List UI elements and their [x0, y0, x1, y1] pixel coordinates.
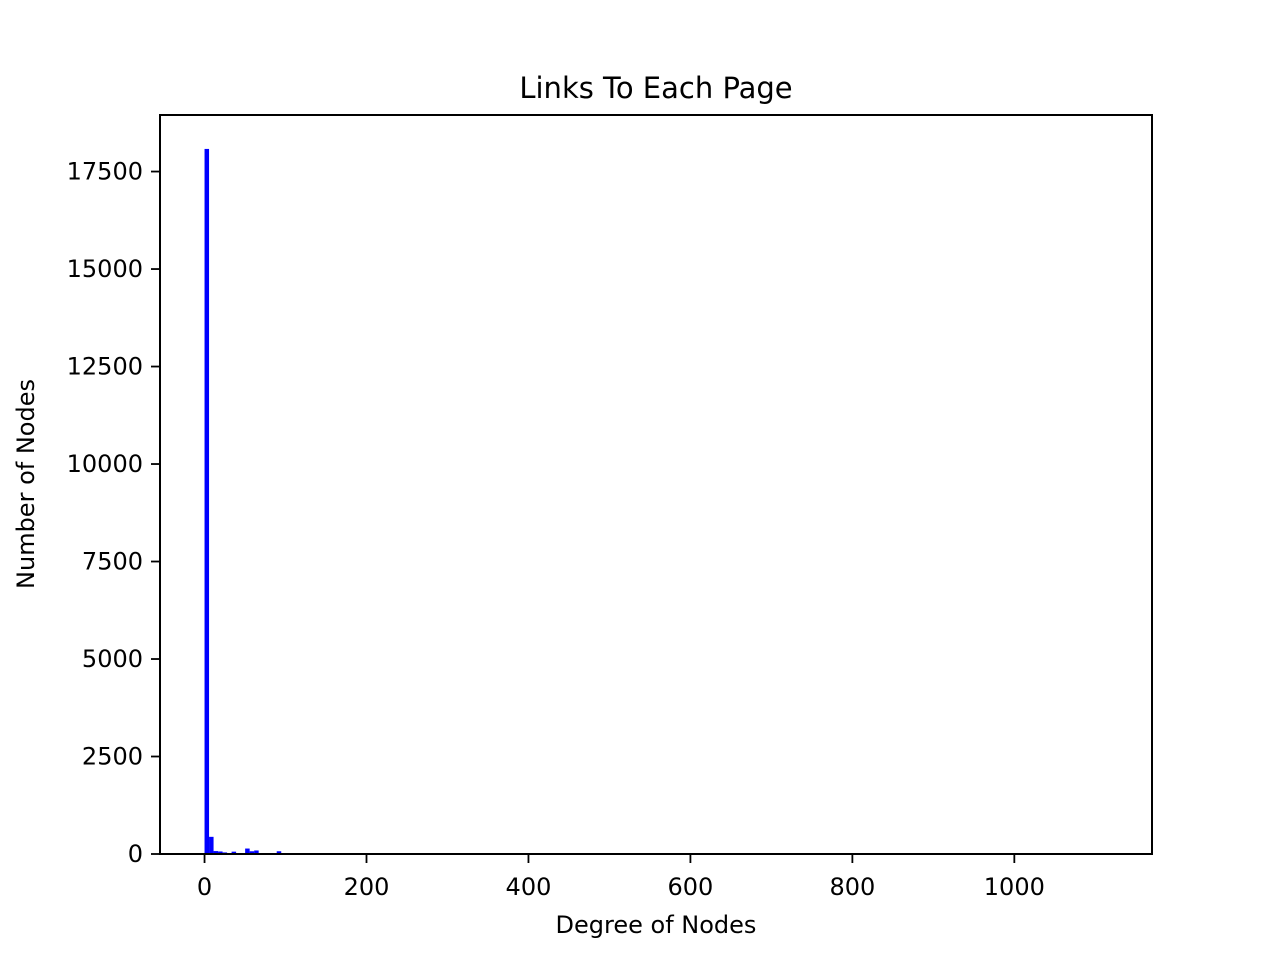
histogram-bar-11: [254, 850, 259, 854]
x-tick-label-4: 800: [829, 873, 875, 901]
y-tick-label-3: 7500: [82, 548, 143, 576]
histogram-bar-1: [209, 836, 214, 854]
x-tick-label-5: 1000: [984, 873, 1045, 901]
histogram-bar-2: [213, 851, 219, 854]
y-tick-label-2: 5000: [82, 645, 143, 673]
x-tick-label-3: 600: [668, 873, 714, 901]
histogram-bar-9: [245, 848, 250, 854]
x-tick-label-0: 0: [197, 873, 212, 901]
y-tick-label-4: 10000: [67, 450, 143, 478]
y-axis-ticks: 0 2500 5000 7500 10000 12500 15000 17500: [67, 158, 160, 868]
x-tick-label-2: 400: [506, 873, 552, 901]
x-tick-label-1: 200: [344, 873, 390, 901]
plot-frame: [159, 114, 1153, 855]
histogram-bar-0: [204, 148, 210, 854]
y-tick-label-5: 12500: [67, 353, 143, 381]
y-tick-label-7: 17500: [67, 158, 143, 186]
chart-title: Links To Each Page: [519, 71, 792, 105]
x-axis-label: Degree of Nodes: [556, 911, 757, 939]
x-axis-ticks: 0 200 400 600 800 1000: [197, 854, 1045, 901]
y-tick-label-6: 15000: [67, 255, 143, 283]
histogram-bar-10: [249, 851, 255, 854]
y-axis-label: Number of Nodes: [12, 379, 40, 589]
y-tick-label-0: 0: [128, 840, 143, 868]
y-tick-label-1: 2500: [82, 743, 143, 771]
histogram-bar-16: [276, 851, 282, 854]
histogram-bar-6: [231, 851, 237, 854]
histogram-bar-3: [218, 851, 223, 854]
